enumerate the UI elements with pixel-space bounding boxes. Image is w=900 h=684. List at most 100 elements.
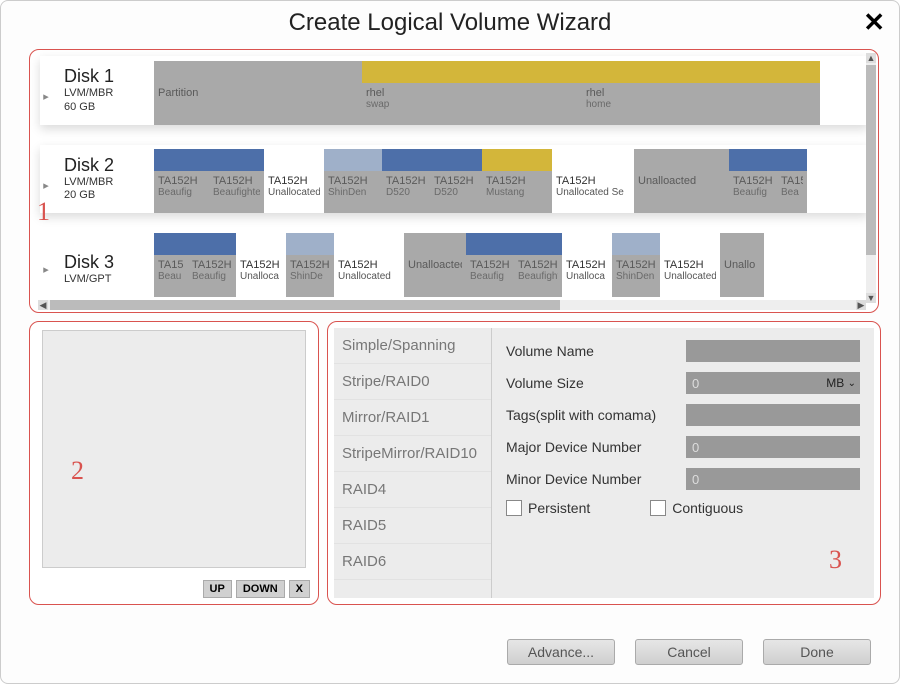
partition-color-bar (324, 149, 382, 171)
expand-chevron-icon[interactable]: ▸ (40, 69, 52, 125)
scroll-up-icon[interactable]: ▲ (866, 53, 876, 63)
partition-segment[interactable]: TA152HUnalloca (236, 255, 286, 297)
partition-segment[interactable]: TA152HMustang (482, 171, 552, 213)
partition-segment[interactable]: Unalloacted (634, 171, 729, 213)
partition-segment[interactable]: Unallo (720, 255, 764, 297)
partition-color-bar (612, 233, 660, 255)
down-button[interactable]: DOWN (236, 580, 285, 598)
done-button[interactable]: Done (763, 639, 871, 665)
expand-chevron-icon[interactable]: ▸ (40, 241, 52, 297)
partition-color-bar (362, 61, 582, 83)
staging-area[interactable] (42, 330, 306, 568)
disk-sub: LVM/GPT (64, 273, 150, 287)
disk-row: ▸Disk 1LVM/MBR60 GBPartitionrhelswaprhel… (40, 56, 868, 125)
partition-segment[interactable]: TA152HD520 (430, 171, 482, 213)
partition-segment[interactable]: TA152HShinDen (612, 255, 660, 297)
partition-color-bar (482, 149, 552, 171)
tags-input[interactable] (686, 404, 860, 426)
volume-name-input[interactable] (686, 340, 860, 362)
panel-number-3: 3 (829, 545, 842, 575)
partition-segment[interactable]: TA152HBeaufig (154, 171, 209, 213)
volume-form: Volume Name Volume Size 0 MB ⌄ Tags(spli… (492, 328, 874, 598)
partition-segment[interactable]: TA152HUnallocated Se (552, 171, 634, 213)
partition-segment[interactable]: TA152HShinDen (324, 171, 382, 213)
disk-name: Disk 2 (64, 155, 150, 176)
partition-segment[interactable]: TA152HUnallocated (334, 255, 404, 297)
volume-size-label: Volume Size (506, 375, 686, 391)
partition-segment[interactable]: TA152HUnallocated (660, 255, 720, 297)
up-button[interactable]: UP (203, 580, 232, 598)
disk-label[interactable]: Disk 2LVM/MBR20 GB (52, 145, 154, 214)
cancel-button[interactable]: Cancel (635, 639, 743, 665)
close-icon[interactable]: ✕ (863, 7, 885, 38)
partition-segment[interactable]: rhelswap (362, 83, 582, 125)
panel-number-1: 1 (37, 197, 50, 227)
raid-type-item[interactable]: RAID6 (334, 544, 491, 580)
contiguous-checkbox[interactable] (650, 500, 666, 516)
hscroll-thumb[interactable] (50, 300, 560, 310)
raid-type-item[interactable]: RAID5 (334, 508, 491, 544)
partition-color-bar (562, 233, 612, 255)
config-panel: Simple/SpanningStripe/RAID0Mirror/RAID1S… (327, 321, 881, 605)
partition-segment[interactable]: TA152HUnalloca (562, 255, 612, 297)
disk-sub: 20 GB (64, 189, 150, 203)
disk-label[interactable]: Disk 3LVM/GPT (52, 242, 154, 297)
partition-color-bar (552, 149, 634, 171)
partition-segment[interactable]: TA152HUnallocated (264, 171, 324, 213)
raid-type-item[interactable]: StripeMirror/RAID10 (334, 436, 491, 472)
minor-device-input[interactable]: 0 (686, 468, 860, 490)
partition-color-bar (582, 61, 820, 83)
scroll-down-icon[interactable]: ▼ (866, 293, 876, 303)
advance-button[interactable]: Advance... (507, 639, 615, 665)
partition-color-bar (382, 149, 430, 171)
partition-color-bar (777, 149, 807, 171)
raid-type-item[interactable]: RAID4 (334, 472, 491, 508)
raid-type-item[interactable]: Mirror/RAID1 (334, 400, 491, 436)
title-bar: Create Logical Volume Wizard ✕ (1, 1, 899, 47)
disk-row: ▸Disk 3LVM/GPTTA152HBeauTA152HBeaufigTA1… (40, 233, 868, 297)
partition-color-bar (514, 233, 562, 255)
wizard-dialog: Create Logical Volume Wizard ✕ ▸Disk 1LV… (0, 0, 900, 684)
volume-name-label: Volume Name (506, 343, 686, 359)
partition-segment[interactable]: TA152HBeaufig (188, 255, 236, 297)
raid-type-item[interactable]: Simple/Spanning (334, 328, 491, 364)
partition-segment[interactable]: TA152HShinDe (286, 255, 334, 297)
disk-label[interactable]: Disk 1LVM/MBR60 GB (52, 56, 154, 125)
partition-color-bar (404, 233, 466, 255)
disk-sub: LVM/MBR (64, 176, 150, 190)
size-unit-select[interactable]: MB ⌄ (822, 372, 860, 394)
partition-segment[interactable]: TA152HBeaufig (466, 255, 514, 297)
volume-size-input[interactable]: 0 MB ⌄ (686, 372, 860, 394)
partition-segment[interactable]: TA152HBea (777, 171, 807, 213)
partition-color-bar (334, 233, 404, 255)
partition-segment[interactable]: rhelhome (582, 83, 820, 125)
scroll-left-icon[interactable]: ◀ (38, 300, 48, 310)
partition-segment[interactable]: TA152HBeau (154, 255, 188, 297)
persistent-checkbox[interactable] (506, 500, 522, 516)
disks-vscrollbar[interactable]: ▲ ▼ (866, 53, 876, 303)
partition-segment[interactable]: TA152HBeaufighter (209, 171, 264, 213)
partition-segment[interactable]: Partition (154, 83, 362, 125)
partition-color-bar (720, 233, 764, 255)
partition-color-bar (466, 233, 514, 255)
partition-segment[interactable]: TA152HD520 (382, 171, 430, 213)
remove-button[interactable]: X (289, 580, 310, 598)
partition-color-bar (264, 149, 324, 171)
chevron-down-icon: ⌄ (848, 378, 856, 389)
vscroll-thumb[interactable] (866, 65, 876, 255)
scroll-right-icon[interactable]: ▶ (856, 300, 866, 310)
partition-color-bar (188, 233, 236, 255)
partition-color-bar (430, 149, 482, 171)
major-device-input[interactable]: 0 (686, 436, 860, 458)
panel-number-2: 2 (71, 456, 84, 486)
disks-hscrollbar[interactable]: ◀ ▶ (38, 300, 866, 310)
disk-name: Disk 1 (64, 66, 150, 87)
disk-sub: LVM/MBR (64, 87, 150, 101)
partition-color-bar (209, 149, 264, 171)
partition-color-bar (286, 233, 334, 255)
partition-color-bar (154, 61, 362, 83)
partition-segment[interactable]: Unalloacted (404, 255, 466, 297)
partition-segment[interactable]: TA152HBeaufig (729, 171, 777, 213)
raid-type-item[interactable]: Stripe/RAID0 (334, 364, 491, 400)
partition-segment[interactable]: TA152HBeaufight (514, 255, 562, 297)
